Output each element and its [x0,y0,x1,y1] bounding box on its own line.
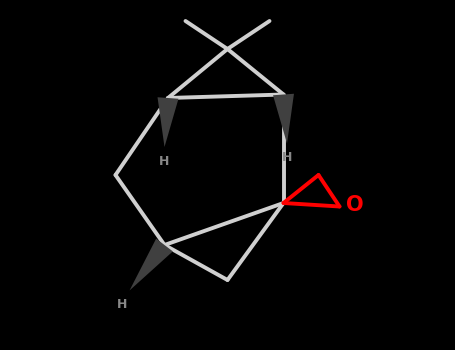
Text: H: H [117,298,128,311]
Text: O: O [346,195,364,215]
Polygon shape [130,239,173,290]
Polygon shape [273,94,294,144]
Polygon shape [157,97,178,147]
Text: H: H [159,154,170,168]
Text: H: H [282,151,292,164]
